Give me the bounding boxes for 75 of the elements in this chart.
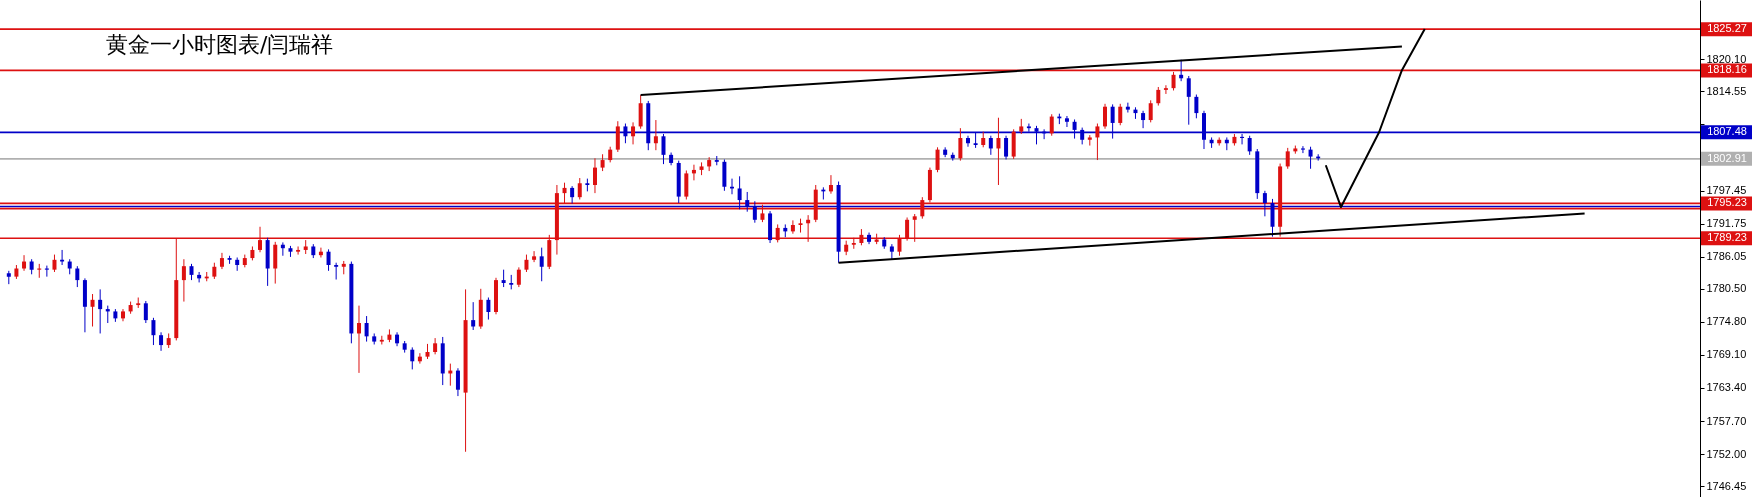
candlestick xyxy=(1141,110,1146,129)
candlestick xyxy=(1194,94,1199,119)
candlestick xyxy=(570,185,575,205)
candlestick xyxy=(631,121,636,145)
candlestick xyxy=(60,249,65,266)
candlestick xyxy=(653,119,658,151)
candlestick xyxy=(592,157,597,194)
candlestick xyxy=(958,127,963,162)
candlestick xyxy=(828,174,833,195)
y-tick-label: 1814.55 xyxy=(1706,84,1747,97)
candlestick xyxy=(334,262,339,281)
candlestick xyxy=(151,317,156,346)
candlestick xyxy=(273,241,278,285)
candlestick xyxy=(1308,146,1313,170)
text: 黄金一小时图表/闫瑞祥 xyxy=(106,32,334,57)
candlestick xyxy=(1004,135,1009,160)
candlestick xyxy=(159,331,164,352)
candlestick xyxy=(455,367,460,397)
candlestick xyxy=(98,288,103,334)
candlestick xyxy=(75,265,80,288)
y-tick-label: 1820.10 xyxy=(1706,52,1747,65)
y-tick-label: 1791.75 xyxy=(1706,217,1747,230)
candlestick xyxy=(996,117,1001,186)
ref-line-label: 1818.16 xyxy=(1707,63,1747,76)
y-tick-label: 1786.05 xyxy=(1706,250,1747,263)
ref-line-label: 1789.23 xyxy=(1707,231,1747,244)
candlestick xyxy=(966,135,970,148)
ref-line-label: 1807.48 xyxy=(1707,125,1747,138)
candlestick xyxy=(1125,102,1130,114)
ref-line-label: 1795.23 xyxy=(1707,196,1747,209)
y-tick-label: 1774.80 xyxy=(1706,315,1747,328)
candlestick xyxy=(935,146,940,173)
candlestick xyxy=(364,315,369,343)
candlestick xyxy=(539,247,544,282)
candlestick xyxy=(1247,135,1252,156)
candlestick xyxy=(1049,113,1054,137)
candlestick xyxy=(296,245,301,256)
candlestick xyxy=(638,94,643,130)
candlestick xyxy=(326,248,331,272)
candlestick xyxy=(1118,103,1123,126)
candlestick xyxy=(516,266,521,288)
y-tick-label: 1752.00 xyxy=(1706,447,1747,460)
ref-line-label: 1802.91 xyxy=(1707,151,1747,164)
line-series xyxy=(1324,28,1426,209)
candlestick xyxy=(356,305,361,374)
candlestick xyxy=(90,293,95,327)
candlestick xyxy=(1095,123,1100,161)
candlestick xyxy=(577,177,582,200)
candlestick xyxy=(1285,147,1290,170)
candlestick xyxy=(615,120,620,153)
y-tick-label: 1757.70 xyxy=(1706,414,1747,427)
candlestick xyxy=(790,219,795,235)
candlestick xyxy=(143,300,148,324)
y-tick-label: 1797.45 xyxy=(1706,184,1747,197)
candlestick xyxy=(471,301,476,331)
y-tick-label: 1746.45 xyxy=(1706,479,1747,492)
candlestick xyxy=(1163,84,1168,95)
candlestick xyxy=(1103,103,1108,130)
candlestick xyxy=(22,254,27,272)
y-tick-label: 1769.10 xyxy=(1706,348,1747,361)
candlestick xyxy=(684,170,689,200)
candlestick xyxy=(1064,115,1069,128)
candlestick xyxy=(1300,145,1305,154)
candlestick xyxy=(532,250,537,263)
candlestick xyxy=(889,243,894,260)
candlestick xyxy=(181,258,186,303)
candlestick xyxy=(1156,86,1161,107)
candlestick xyxy=(988,135,993,156)
ref-line-label: 1825.27 xyxy=(1707,22,1747,35)
candlestick xyxy=(1186,75,1191,126)
candlestick xyxy=(1148,99,1153,123)
y-tick-label: 1763.40 xyxy=(1706,381,1747,394)
candlestick xyxy=(410,346,415,370)
y-tick-label: 1780.50 xyxy=(1706,282,1747,295)
candlestick xyxy=(486,297,491,321)
